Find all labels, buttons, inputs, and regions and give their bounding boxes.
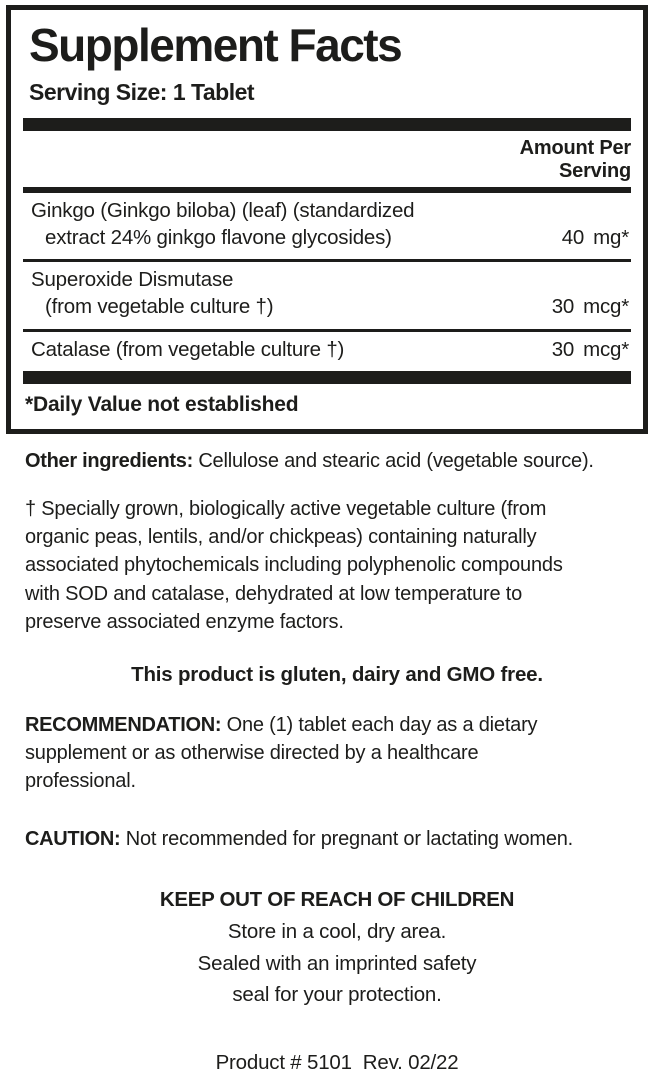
amount-value: 40: [561, 225, 585, 249]
serving-size: Serving Size: 1 Tablet: [29, 79, 255, 105]
caution-label: CAUTION:: [25, 827, 121, 850]
ingredient-name: Ginkgo (Ginkgo biloba) (leaf) (standardi…: [31, 199, 415, 249]
caution-text: Not recommended for pregnant or lactatin…: [125, 827, 574, 850]
recommendation-text: One (1) tablet each day as a dietary sup…: [25, 713, 538, 793]
daily-value-note: *Daily Value not established: [25, 393, 299, 417]
amount-unit: mg*: [593, 225, 629, 249]
caution: CAUTION: Not recommended for pregnant or…: [25, 825, 649, 853]
recommendation-label: RECOMMENDATION:: [25, 713, 222, 736]
dagger-footnote: † Specially grown, biologically active v…: [25, 497, 563, 634]
divider-bar-thick-top: [23, 118, 631, 131]
other-ingredients-text: Cellulose and stearic acid (vegetable so…: [198, 450, 594, 473]
ingredient-name: Superoxide Dismutase (from vegetable cul…: [31, 268, 274, 318]
safety-seal-line-1: Sealed with an imprinted safety: [197, 951, 477, 975]
amount-unit: mcg*: [583, 294, 629, 318]
ingredient-row-ginkgo: Ginkgo (Ginkgo biloba) (leaf) (standardi…: [23, 193, 631, 259]
ingredient-amount: 30 mcg*: [551, 337, 630, 364]
free-from-claim: This product is gluten, dairy and GMO fr…: [131, 662, 543, 686]
label-body-text: Other ingredients: Cellulose and stearic…: [0, 447, 654, 1075]
ingredient-row-superoxide-dismutase: Superoxide Dismutase (from vegetable cul…: [23, 262, 631, 328]
ingredient-amount: 40 mg*: [562, 225, 629, 252]
supplement-facts-panel: Supplement Facts Serving Size: 1 Tablet …: [6, 5, 648, 435]
ingredient-amount: 30 mcg*: [551, 294, 630, 321]
storage-instruction: Store in a cool, dry area.: [227, 919, 447, 943]
other-ingredients-label: Other ingredients:: [25, 450, 193, 473]
other-ingredients: Other ingredients: Cellulose and stearic…: [25, 447, 649, 475]
safety-seal-line-2: seal for your protection.: [232, 983, 442, 1007]
divider-bar-thick-bottom: [23, 371, 631, 385]
ingredient-row-catalase: Catalase (from vegetable culture †) 30 m…: [23, 332, 631, 372]
recommendation: RECOMMENDATION: One (1) tablet each day …: [25, 711, 649, 796]
row-separator: [23, 259, 631, 263]
product-number-revision: Product # 5101 Rev. 02/22: [215, 1051, 459, 1075]
ingredient-name: Catalase (from vegetable culture †): [31, 337, 345, 361]
row-separator: [23, 328, 631, 332]
keep-out-of-reach-heading: KEEP OUT OF REACH OF CHILDREN: [159, 888, 515, 912]
amount-per-serving-header: Amount Per Serving: [519, 137, 632, 182]
warning-block: KEEP OUT OF REACH OF CHILDREN Store in a…: [25, 884, 649, 1011]
amount-value: 30: [551, 294, 575, 318]
divider-bar-medium: [23, 187, 631, 193]
amount-unit: mcg*: [583, 337, 629, 361]
amount-value: 30: [551, 337, 575, 361]
panel-title: Supplement Facts: [29, 19, 403, 71]
